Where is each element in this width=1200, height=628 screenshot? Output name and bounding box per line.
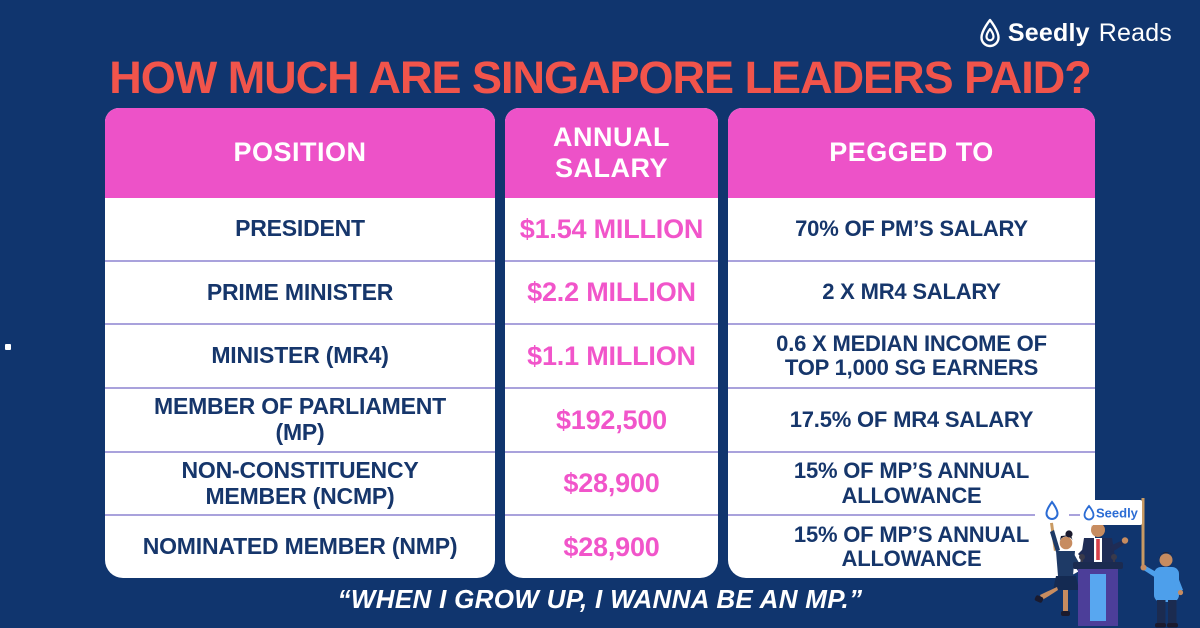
column-header-pegged-to: PEGGED TO (728, 108, 1095, 198)
table-cell-salary: $2.2 MILLION (505, 259, 718, 324)
table-cell-position: PRESIDENT (235, 214, 365, 241)
column-position: POSITION PRESIDENT PRIME MINISTER MINIST… (105, 108, 495, 578)
column-header-position: POSITION (105, 108, 495, 198)
table-cell-position: MINISTER (MR4) (105, 323, 495, 387)
flag-label: Seedly (1096, 506, 1139, 521)
column-header-annual-salary: ANNUAL SALARY (505, 108, 718, 198)
logo-brand-text: Seedly (1007, 18, 1090, 47)
logo-suffix-text: Reads (1098, 18, 1172, 47)
table-cell-pegged: 70% OF PM’S SALARY (795, 215, 1028, 241)
table-cell-pegged: 0.6 X MEDIAN INCOME OF TOP 1,000 SG EARN… (728, 323, 1095, 387)
table-cell-position: NON-CONSTITUENCY MEMBER (NCMP) (105, 450, 495, 515)
droplet-icon (980, 18, 1000, 48)
white-speck (5, 344, 11, 350)
table-cell-salary: $1.54 MILLION (519, 213, 704, 244)
table-cell-salary: $28,900 (505, 450, 718, 515)
column-pegged-to: PEGGED TO 70% OF PM’S SALARY 2 X MR4 SAL… (728, 108, 1095, 578)
table-cell-pegged: 15% OF MP’S ANNUAL ALLOWANCE (728, 450, 1095, 515)
quote-text: “WHEN I GROW UP, I WANNA BE AN MP.” (337, 584, 863, 614)
salary-table: POSITION PRESIDENT PRIME MINISTER MINIST… (105, 108, 1095, 578)
table-cell-pegged: 17.5% OF MR4 SALARY (728, 387, 1095, 451)
table-cell-position: MEMBER OF PARLIAMENT (MP) (105, 387, 495, 451)
illustration-flag: Seedly (1080, 498, 1145, 570)
table-cell-position: NOMINATED MEMBER (NMP) (105, 514, 495, 578)
table-cell-salary: $28,900 (505, 514, 718, 578)
table-cell-position: PRIME MINISTER (105, 259, 495, 324)
table-cell-salary: $192,500 (505, 387, 718, 451)
illustration: Seedly (1034, 496, 1184, 628)
table-cell-pegged: 15% OF MP’S ANNUAL ALLOWANCE (728, 514, 1095, 578)
illustration-supporter (1140, 551, 1184, 628)
illustration-speaker (1073, 521, 1129, 626)
table-cell-salary: $1.1 MILLION (505, 323, 718, 387)
illustration-woman (1034, 496, 1082, 616)
column-annual-salary: ANNUAL SALARY $1.54 MILLION $2.2 MILLION… (505, 108, 718, 578)
page-title: HOW MUCH ARE SINGAPORE LEADERS PAID? (109, 52, 1092, 103)
table-cell-pegged: 2 X MR4 SALARY (728, 259, 1095, 324)
seedly-reads-logo: Seedly Reads (979, 18, 1172, 48)
